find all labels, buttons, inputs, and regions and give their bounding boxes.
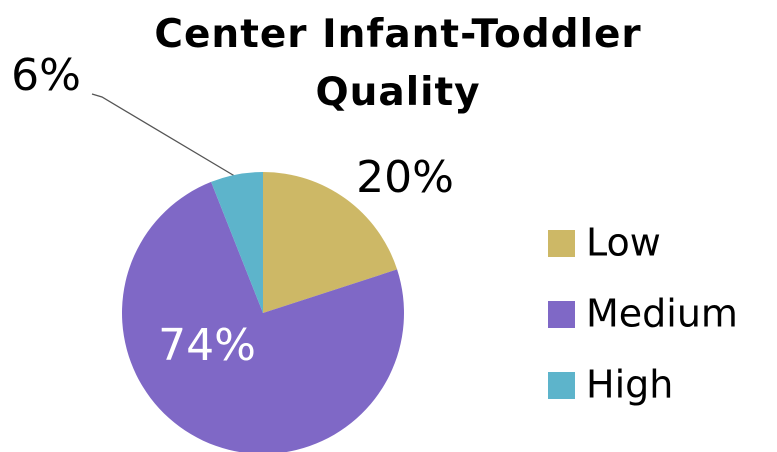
legend-swatch: [548, 230, 575, 257]
data-label: 74%: [158, 320, 256, 371]
legend-label: Medium: [586, 292, 738, 336]
data-label: 20%: [356, 152, 454, 203]
pie-slice: [211, 172, 263, 313]
pie-slice: [122, 181, 404, 452]
pie-slice: [263, 172, 398, 313]
data-label: 6%: [11, 50, 81, 101]
legend-label: High: [586, 363, 673, 407]
chart-title: Center Infant-Toddler Quality: [154, 12, 642, 115]
legend-swatch: [548, 301, 575, 328]
legend-label: Low: [586, 221, 661, 265]
legend-swatch: [548, 372, 575, 399]
leader-line: [91, 93, 239, 179]
